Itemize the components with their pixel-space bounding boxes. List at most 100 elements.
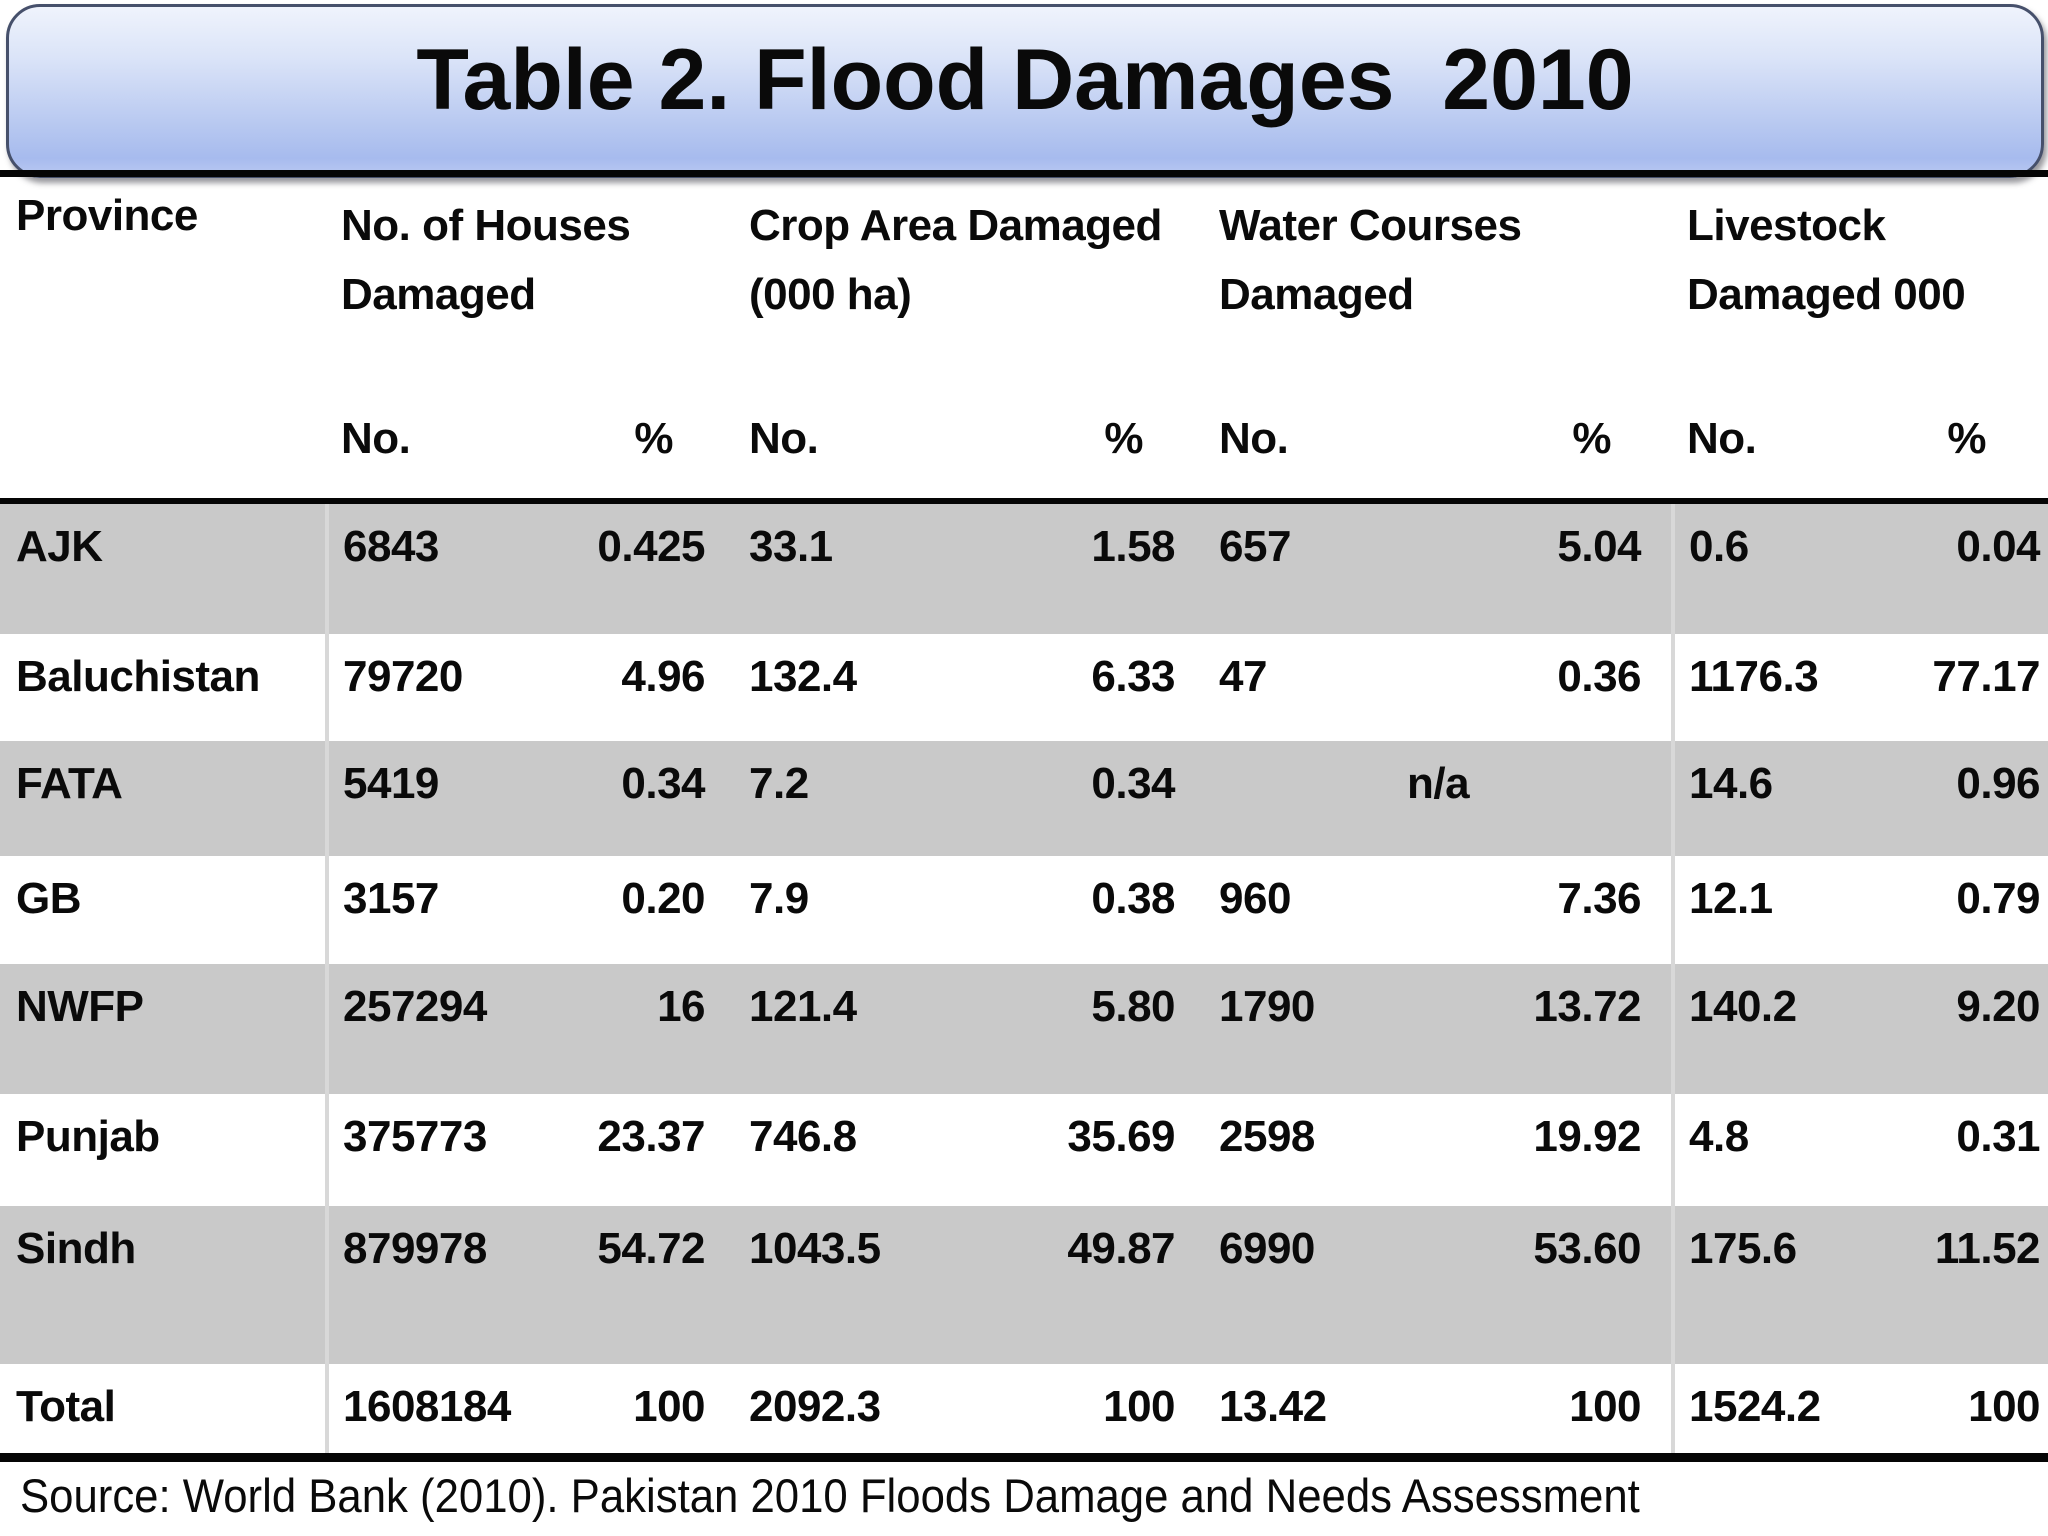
cell-houses-no: 375773 [343, 1112, 487, 1161]
cell-water-no: 2598 [1219, 1112, 1315, 1161]
cell-province: FATA [0, 741, 329, 856]
table-row-gb: GB 3157 0.20 7.9 0.38 960 7.36 12.1 0.79 [0, 856, 2048, 964]
cell-water-no: 657 [1205, 498, 1421, 634]
cell-crop-pct: 1.58 [950, 498, 1206, 634]
cell-water-pct: 13.72 [1420, 964, 1676, 1094]
cell-houses-pct: 0.20 [621, 874, 706, 923]
col-header-water-line2: Damaged [1219, 270, 1414, 319]
col-header-houses: No. of Houses Damaged [327, 177, 735, 396]
cell-water-no: 6990 [1219, 1224, 1315, 1273]
cell-livestock-pct: 0.04 [1863, 498, 2048, 634]
sub-header-livestock-no: No. [1687, 414, 1757, 463]
cell-livestock-pct: 0.31 [1956, 1112, 2041, 1161]
col-header-houses-line1: No. of Houses [341, 201, 631, 250]
sub-header-crop-no: No. [749, 414, 819, 463]
cell-livestock-pct: 0.96 [1956, 759, 2041, 808]
col-header-crop-line2: (000 ha) [749, 270, 912, 319]
table-body: AJK 6843 0.425 33.1 1.58 657 5.04 0.6 0.… [0, 498, 2048, 1457]
cell-crop-pct: 0.38 [1091, 874, 1176, 923]
cell-crop-pct: 0.34 [1091, 759, 1176, 808]
cell-houses-no: 3157 [343, 874, 439, 923]
cell-crop-no: 2092.3 [749, 1382, 881, 1431]
cell-crop-pct: 6.33 [1091, 652, 1176, 701]
cell-water-na: n/a [1205, 741, 1676, 856]
flood-damages-table: Province No. of Houses Damaged Crop Area… [0, 177, 2048, 1462]
cell-crop-pct: 5.80 [1091, 982, 1176, 1031]
cell-houses-no: 1608184 [343, 1382, 511, 1431]
cell-province: AJK [0, 498, 329, 634]
table-row-punjab: Punjab 375773 23.37 746.8 35.69 2598 19.… [0, 1094, 2048, 1206]
table-row-fata: FATA 5419 0.34 7.2 0.34 n/a 14.6 0.96 [0, 741, 2048, 856]
cell-livestock-pct: 0.79 [1956, 874, 2041, 923]
cell-livestock-no: 1176.3 [1689, 652, 1819, 701]
page-title: Table 2. Flood Damages 2010 [416, 32, 1634, 128]
table-row-ajk: AJK 6843 0.425 33.1 1.58 657 5.04 0.6 0.… [0, 498, 2048, 634]
banner-bottom-rule [0, 170, 2048, 177]
cell-livestock-no: 175.6 [1689, 1224, 1797, 1273]
cell-water-pct: 53.60 [1420, 1206, 1676, 1364]
sub-header-livestock-pct: % [1947, 414, 1987, 463]
sub-header-row: No. % No. % No. % No. % [0, 396, 2048, 501]
cell-livestock-pct: 11.52 [1934, 1224, 2041, 1273]
cell-houses-no: 5419 [343, 759, 439, 808]
slide-title-banner: Table 2. Flood Damages 2010 [6, 4, 2044, 178]
cell-crop-no: 132.4 [749, 652, 857, 701]
sub-header-water-no: No. [1219, 414, 1289, 463]
col-header-livestock-line1: Livestock [1687, 201, 1886, 250]
cell-houses-pct: 16 [657, 982, 706, 1031]
cell-livestock-no: 140.2 [1689, 982, 1797, 1031]
cell-houses-no: 79720 [343, 652, 463, 701]
col-header-houses-line2: Damaged [341, 270, 536, 319]
cell-crop-pct: 100 [1103, 1382, 1176, 1431]
col-header-livestock-line2: Damaged 000 [1687, 270, 1966, 319]
cell-crop-no: 7.9 [749, 874, 809, 923]
cell-water-no: 1790 [1219, 982, 1315, 1031]
table-header: Province No. of Houses Damaged Crop Area… [0, 177, 2048, 501]
cell-province: Baluchistan [0, 634, 329, 741]
cell-crop-no: 7.2 [749, 759, 809, 808]
cell-province: Sindh [0, 1206, 329, 1364]
table-row-sindh: Sindh 879978 54.72 1043.5 49.87 6990 53.… [0, 1206, 2048, 1364]
cell-houses-pct: 54.72 [597, 1224, 706, 1273]
cell-houses-no: 6843 [327, 498, 530, 634]
cell-houses-pct: 4.96 [621, 652, 706, 701]
cell-water-pct: 19.92 [1420, 1094, 1676, 1206]
cell-water-no: 960 [1219, 874, 1291, 923]
col-header-water-courses: Water Courses Damaged [1205, 177, 1673, 396]
cell-livestock-no: 14.6 [1689, 759, 1773, 808]
cell-crop-pct: 35.69 [1067, 1112, 1176, 1161]
cell-houses-pct: 0.425 [530, 498, 736, 634]
source-caption: Source: World Bank (2010). Pakistan 2010… [20, 1469, 1640, 1522]
sub-header-water-pct: % [1572, 414, 1612, 463]
cell-province: Total [0, 1364, 329, 1457]
cell-water-pct: 7.36 [1420, 856, 1676, 964]
cell-livestock-no: 0.6 [1673, 498, 1864, 634]
cell-water-no: 47 [1219, 652, 1267, 701]
cell-crop-no: 33.1 [735, 498, 951, 634]
cell-province: GB [0, 856, 329, 964]
col-header-crop-area: Crop Area Damaged (000 ha) [735, 177, 1205, 396]
cell-crop-pct: 49.87 [1067, 1224, 1176, 1273]
cell-livestock-no: 4.8 [1689, 1112, 1749, 1161]
cell-houses-no: 257294 [343, 982, 487, 1031]
cell-livestock-pct: 100 [1968, 1382, 2041, 1431]
cell-water-pct: 5.04 [1420, 498, 1676, 634]
col-header-water-line1: Water Courses [1219, 201, 1522, 250]
cell-province: NWFP [0, 964, 329, 1094]
cell-houses-no: 879978 [343, 1224, 487, 1273]
cell-livestock-pct: 9.20 [1956, 982, 2041, 1031]
sub-header-empty [0, 396, 327, 501]
cell-water-pct: 0.36 [1420, 634, 1676, 741]
cell-crop-no: 746.8 [749, 1112, 857, 1161]
group-header-row: Province No. of Houses Damaged Crop Area… [0, 177, 2048, 396]
cell-water-pct: 100 [1420, 1364, 1676, 1457]
col-header-province: Province [16, 191, 198, 240]
cell-livestock-pct: 77.17 [1932, 652, 2041, 701]
col-header-crop-line1: Crop Area Damaged [749, 201, 1162, 250]
table-row-total: Total 1608184 100 2092.3 100 13.42 100 1… [0, 1364, 2048, 1457]
cell-crop-no: 1043.5 [749, 1224, 881, 1273]
cell-crop-no: 121.4 [749, 982, 857, 1031]
sub-header-houses-pct: % [634, 414, 674, 463]
cell-houses-pct: 0.34 [621, 759, 706, 808]
